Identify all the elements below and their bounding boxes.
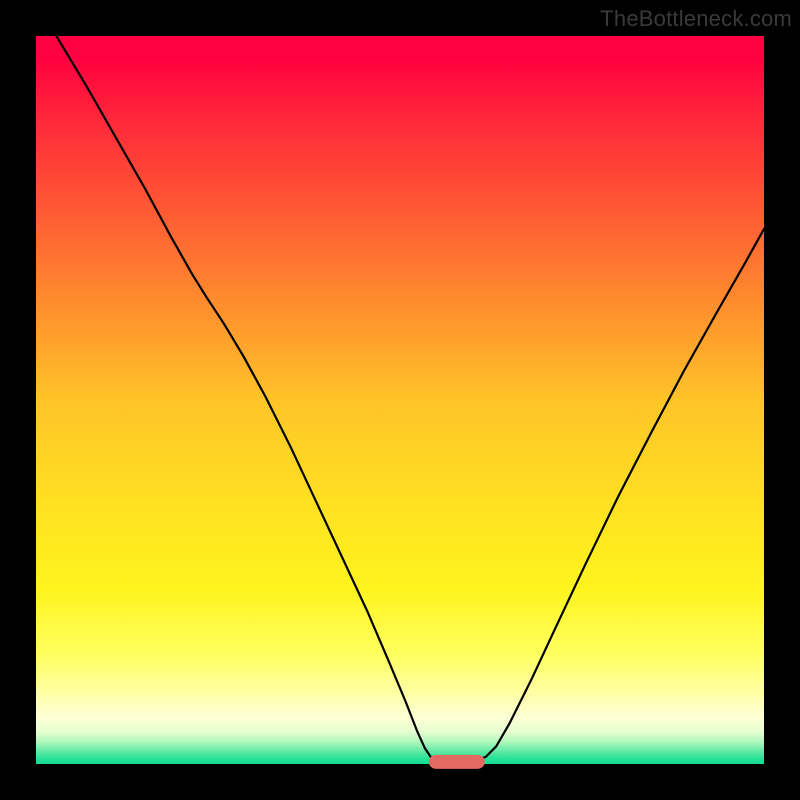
optimal-zone-marker (429, 755, 485, 769)
bottleneck-chart: TheBottleneck.com (0, 0, 800, 800)
watermark-label: TheBottleneck.com (600, 6, 792, 32)
chart-background (36, 36, 764, 764)
chart-svg (0, 0, 800, 800)
